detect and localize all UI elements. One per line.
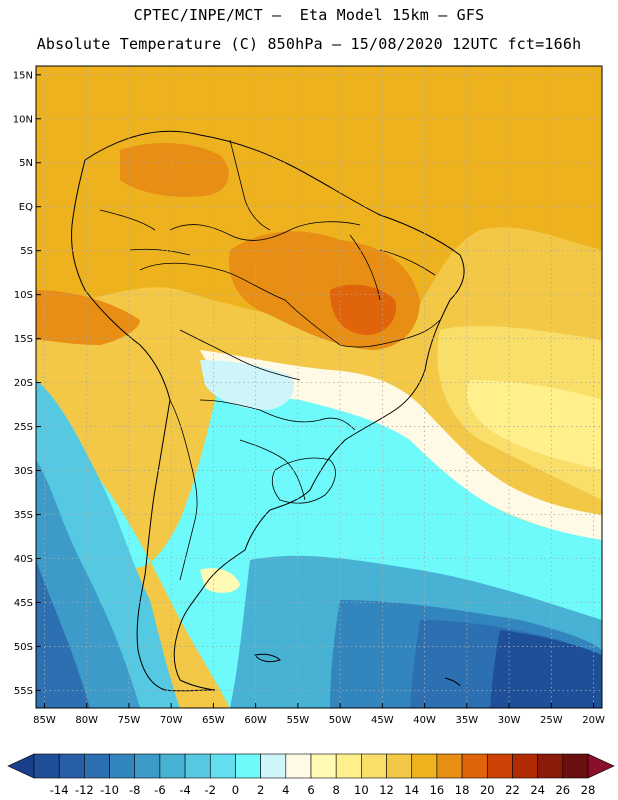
colorbar-swatch [436,753,463,779]
colorbar-swatch [310,753,337,779]
x-tick-label: 85W [33,715,56,726]
colorbar-label: 16 [430,783,445,797]
y-tick-label: 50S [14,642,33,653]
x-tick-label: 65W [202,715,225,726]
map-plot-area [36,66,602,708]
colorbar-label: 2 [257,783,264,797]
x-tick-label: 35W [456,715,479,726]
temperature-field [36,560,90,708]
temperature-field [36,290,140,345]
coastlines [71,130,465,692]
colorbar-swatch [209,753,236,779]
x-tick-label: 80W [75,715,98,726]
colorbar-label: 20 [480,783,495,797]
x-tick-label: 60W [244,715,267,726]
colorbar-label: 24 [530,783,545,797]
colorbar-swatch [461,753,488,779]
colorbar: -14 -12 -10 -8 -6 -4 -2 0 2 4 6 8 10 12 14 16 18 20 22 24 26… [7,753,615,797]
colorbar-swatch [109,753,136,779]
colorbar-label: 4 [282,783,289,797]
x-tick-label: 70W [160,715,183,726]
temperature-field [200,568,240,593]
colorbar-swatch [235,753,261,779]
colorbar-swatch [33,753,60,779]
x-tick-label: 50W [329,715,352,726]
y-tick-label: 30S [14,466,33,477]
colorbar-label: -12 [75,783,94,797]
y-tick-label: 55S [14,686,33,697]
y-tick-label: 10S [14,290,33,301]
temperature-field [120,143,229,197]
y-tick-label: 15S [14,334,33,345]
colorbar-swatch [411,753,438,779]
temperature-field [200,360,294,410]
field-title: Absolute Temperature (C) 850hPa – 15/08/… [36,35,582,53]
y-tick-label: 10N [13,114,33,125]
colorbar-label: 10 [354,783,369,797]
colorbar-swatch [134,753,161,779]
colorbar-label: -14 [50,783,69,797]
colorbar-swatch [537,753,564,779]
x-tick-label: 45W [371,715,394,726]
colorbar-swatch [335,753,362,779]
country-borders [99,139,441,581]
colorbar-max-arrow [587,753,615,779]
colorbar-label: -4 [179,783,190,797]
x-tick-label: 20W [582,715,605,726]
colorbar-swatch [84,753,110,779]
y-axis: 15N 10N 5N EQ 5S 10S 15S 20S 25S 30S 35S 40S 45S 50S 5… [13,70,41,697]
y-tick-label: 45S [14,598,33,609]
colorbar-label: 18 [455,783,470,797]
x-tick-label: 75W [118,715,141,726]
y-tick-label: 5S [20,246,33,257]
colorbar-swatch [361,753,387,779]
x-tick-label: 30W [498,715,521,726]
colorbar-label: 0 [232,783,239,797]
temperature-field [466,380,602,470]
colorbar-swatch [58,753,85,779]
y-tick-label: EQ [19,202,33,213]
colorbar-label: 6 [307,783,314,797]
x-tick-label: 55W [287,715,310,726]
colorbar-label: 8 [333,783,340,797]
map-frame [35,65,603,709]
colorbar-label: 12 [379,783,394,797]
colorbar-swatch [260,753,287,779]
colorbar-swatch [159,753,186,779]
colorbar-swatch [512,753,538,779]
y-tick-label: 25S [14,422,33,433]
colorbar-label: 28 [581,783,596,797]
y-tick-label: 35S [14,510,33,521]
temperature-field [36,66,602,339]
model-title: CPTEC/INPE/MCT – Eta Model 15km – GFS [133,6,485,24]
temperature-field [490,630,602,708]
colorbar-label: -10 [100,783,119,797]
colorbar-swatch [285,753,312,779]
colorbar-label: -2 [205,783,216,797]
colorbar-label: 22 [505,783,520,797]
colorbar-swatch [562,753,589,779]
y-tick-label: 40S [14,554,33,565]
colorbar-label: -6 [154,783,165,797]
y-tick-label: 15N [13,70,33,81]
colorbar-label: 14 [404,783,419,797]
colorbar-swatch [386,753,413,779]
colorbar-swatch [184,753,211,779]
colorbar-min-arrow [7,753,35,779]
y-tick-label: 20S [14,378,33,389]
y-tick-label: 5N [19,158,33,169]
x-axis: 85W 80W 75W 70W 65W 60W 55W 50W 45W 40W 35W 30W 25W 2… [33,703,605,726]
x-tick-label: 40W [413,715,436,726]
x-tick-label: 25W [540,715,563,726]
colorbar-label: 26 [555,783,570,797]
colorbar-swatch [486,753,513,779]
colorbar-label: -8 [129,783,140,797]
